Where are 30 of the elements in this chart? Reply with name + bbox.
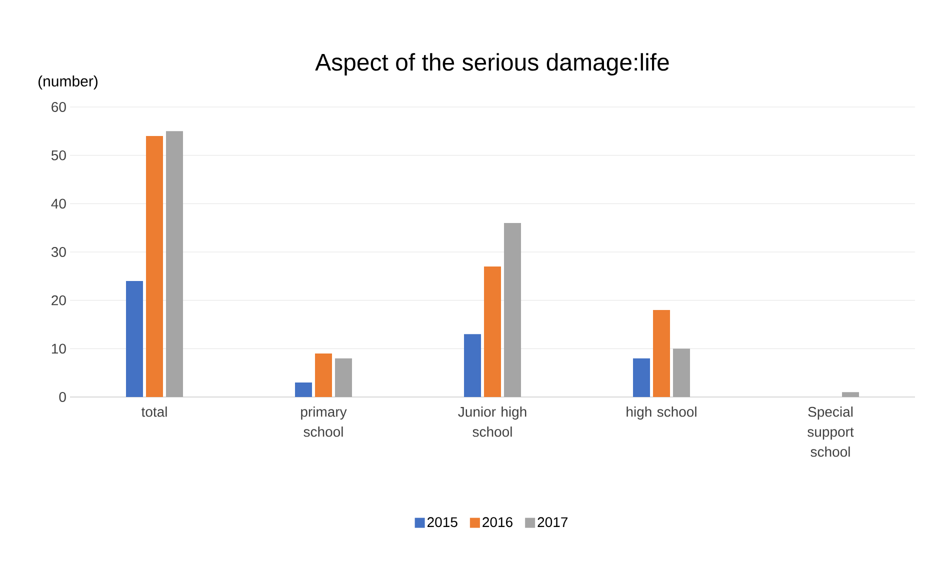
bar [126, 281, 143, 397]
y-tick-label: 50 [51, 150, 66, 160]
legend-label: 2017 [538, 517, 568, 528]
bar [653, 310, 670, 397]
x-tick-label: high school [626, 406, 696, 420]
legend-label: 2015 [428, 517, 458, 528]
bar [315, 354, 332, 397]
bar [673, 348, 690, 397]
bar [295, 382, 312, 397]
x-tick-label: Special support school [808, 406, 854, 457]
bar [166, 131, 183, 397]
bar [633, 358, 650, 397]
bar [335, 358, 352, 397]
y-axis-title: (number) [38, 76, 98, 90]
bar [842, 392, 860, 397]
bar [484, 266, 502, 397]
y-tick-label: 20 [52, 295, 66, 306]
bar [504, 223, 522, 397]
y-tick-label: 40 [51, 198, 66, 209]
y-tick-label: 60 [52, 102, 66, 112]
x-tick-label: Junior high school [458, 406, 526, 437]
chart-title: Aspect of the serious damage:life [315, 53, 669, 76]
y-tick-label: 10 [52, 344, 66, 354]
bar [146, 136, 163, 397]
x-tick-label: primary school [301, 406, 347, 437]
bar [464, 334, 482, 397]
x-tick-label: total [141, 406, 167, 417]
y-tick-label: 0 [59, 392, 66, 402]
y-tick-label: 30 [51, 247, 66, 257]
legend-label: 2016 [482, 517, 512, 528]
